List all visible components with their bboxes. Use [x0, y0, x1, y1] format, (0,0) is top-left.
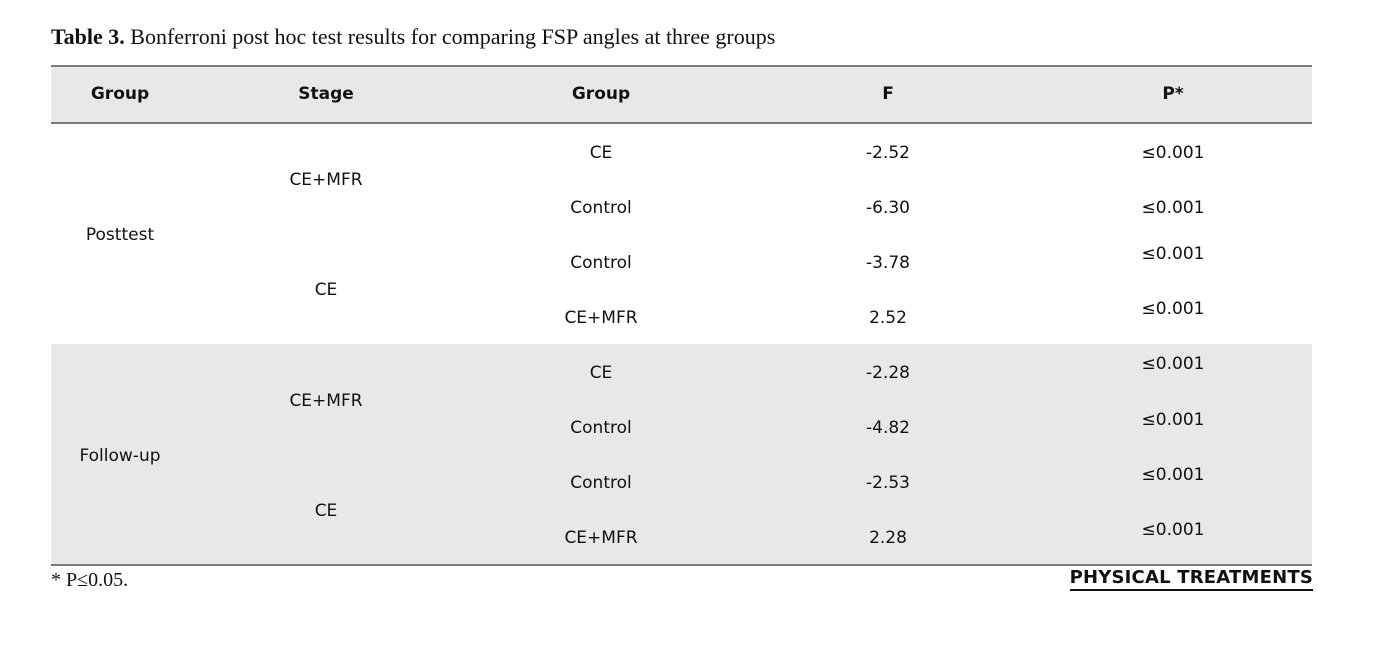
cell-stage: CE+MFR [289, 391, 363, 411]
cell-p: ≤0.001 [1141, 410, 1205, 430]
cell-p: ≤0.001 [1141, 198, 1205, 218]
cell-f: -2.28 [866, 363, 910, 383]
cell-f: -2.52 [866, 143, 910, 163]
cell-f: 2.28 [869, 528, 907, 548]
cell-comparison-group: Control [570, 198, 632, 218]
table-block-posttest: Posttest CE+MFR CE CE -2.52 ≤0.001 Contr… [51, 124, 1312, 344]
table-footnote: * P≤0.05. [51, 569, 129, 591]
cell-f: -6.30 [866, 198, 910, 218]
cell-f: 2.52 [869, 308, 907, 328]
cell-comparison-group: CE [589, 143, 613, 163]
caption-text: Bonferroni post hoc test results for com… [124, 24, 776, 49]
cell-comparison-group: Control [570, 253, 632, 273]
cell-group: Follow-up [79, 446, 161, 466]
cell-comparison-group: CE+MFR [564, 308, 638, 328]
cell-comparison-group: CE [589, 363, 613, 383]
cell-p: ≤0.001 [1141, 465, 1205, 485]
header-p: P* [1162, 84, 1184, 104]
cell-f: -3.78 [866, 253, 910, 273]
cell-stage: CE [314, 501, 338, 521]
header-f: F [882, 84, 894, 104]
table-block-follow-up: Follow-up CE+MFR CE CE -2.28 ≤0.001 Cont… [51, 344, 1312, 566]
table-caption: Table 3. Bonferroni post hoc test result… [51, 24, 775, 50]
header-stage: Stage [298, 84, 354, 104]
cell-p: ≤0.001 [1141, 299, 1205, 319]
cell-p: ≤0.001 [1141, 354, 1205, 374]
journal-logo: PHYSICAL TREATMENTS [1069, 567, 1313, 591]
table-header: Group Stage Group F P* [51, 65, 1312, 124]
results-table: Group Stage Group F P* Posttest CE+MFR C… [51, 65, 1312, 566]
caption-label: Table 3. [51, 24, 125, 49]
cell-f: -4.82 [866, 418, 910, 438]
cell-p: ≤0.001 [1141, 143, 1205, 163]
cell-comparison-group: CE+MFR [564, 528, 638, 548]
cell-stage: CE [314, 280, 338, 300]
cell-stage: CE+MFR [289, 170, 363, 190]
header-comparison-group: Group [571, 84, 631, 104]
cell-comparison-group: Control [570, 418, 632, 438]
cell-p: ≤0.001 [1141, 244, 1205, 264]
cell-comparison-group: Control [570, 473, 632, 493]
cell-group: Posttest [85, 225, 155, 245]
cell-p: ≤0.001 [1141, 520, 1205, 540]
header-group: Group [90, 84, 150, 104]
cell-f: -2.53 [866, 473, 910, 493]
